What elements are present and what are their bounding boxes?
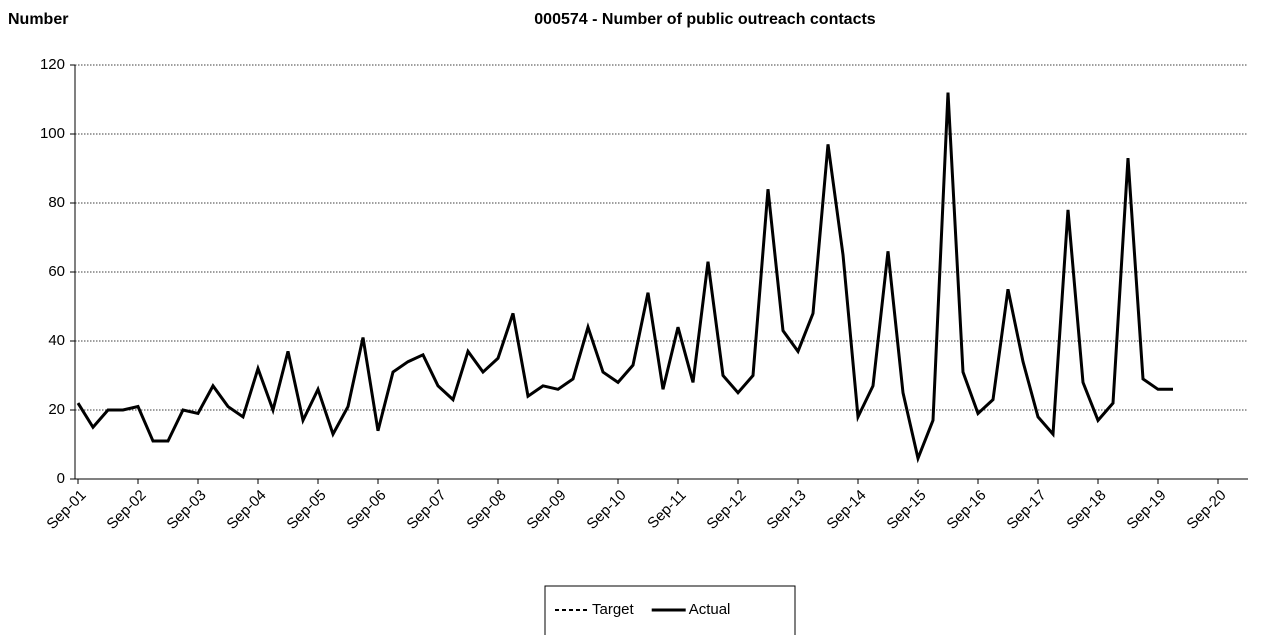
x-tick-label: Sep-18	[1063, 487, 1109, 533]
y-tick-label: 100	[40, 125, 65, 142]
x-tick-label: Sep-03	[163, 487, 209, 533]
y-tick-label: 60	[48, 263, 65, 280]
x-tick-label: Sep-07	[403, 487, 449, 533]
x-tick-label: Sep-15	[883, 487, 929, 533]
y-tick-label: 0	[57, 470, 65, 487]
chart-title: 000574 - Number of public outreach conta…	[534, 11, 876, 28]
y-tick-label: 80	[48, 194, 65, 211]
series-line	[76, 92, 1173, 464]
x-tick-label: Sep-04	[223, 487, 269, 533]
x-tick-label: Sep-09	[523, 487, 569, 533]
y-tick-label: 40	[48, 332, 65, 349]
x-tick-label: Sep-01	[43, 487, 89, 533]
x-tick-label: Sep-17	[1003, 487, 1049, 533]
x-tick-label: Sep-06	[343, 487, 389, 533]
y-tick-label: 20	[48, 401, 65, 418]
legend-label: Actual	[689, 601, 731, 618]
legend-label: Target	[592, 601, 635, 618]
y-axis-label: Number	[8, 11, 68, 28]
x-tick-label: Sep-05	[283, 487, 329, 533]
x-tick-label: Sep-02	[103, 487, 149, 533]
x-tick-label: Sep-16	[943, 487, 989, 533]
x-tick-label: Sep-08	[463, 487, 509, 533]
x-tick-label: Sep-20	[1183, 487, 1229, 533]
x-tick-label: Sep-13	[763, 487, 809, 533]
x-tick-label: Sep-14	[823, 487, 869, 533]
y-tick-label: 120	[40, 56, 65, 73]
x-tick-label: Sep-11	[644, 487, 689, 532]
x-tick-label: Sep-19	[1123, 487, 1169, 533]
x-tick-label: Sep-12	[703, 487, 749, 533]
x-tick-label: Sep-10	[583, 487, 629, 533]
